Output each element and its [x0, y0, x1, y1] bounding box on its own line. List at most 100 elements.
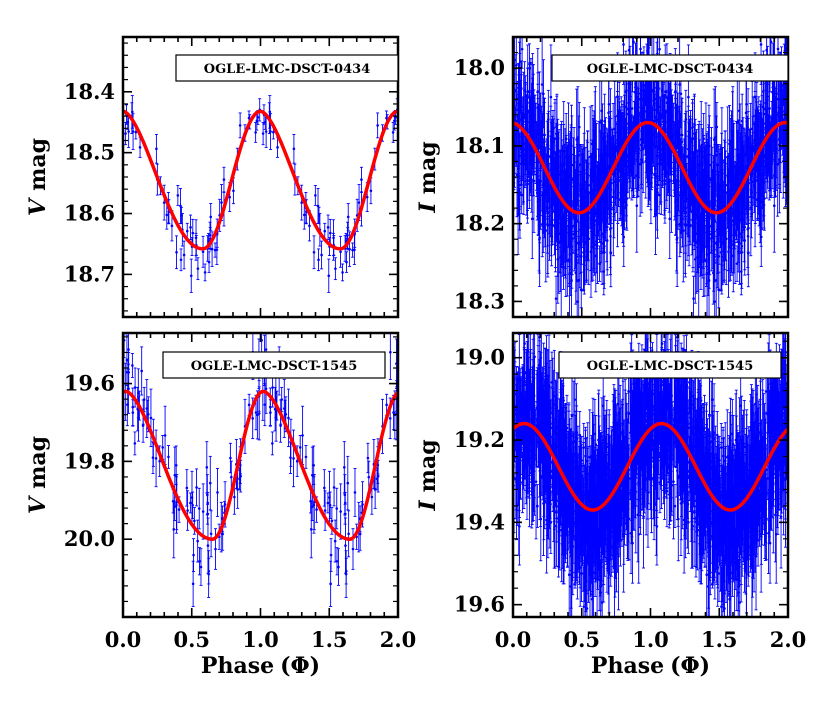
data-point	[191, 560, 195, 607]
data-point	[179, 248, 183, 272]
data-point	[756, 179, 760, 220]
data-point	[668, 397, 672, 482]
data-point	[521, 96, 525, 203]
data-point	[517, 400, 521, 512]
data-point	[189, 214, 193, 241]
data-point	[342, 441, 346, 494]
data-point	[140, 346, 144, 396]
y-axis-label: Vmag	[25, 138, 51, 216]
data-point	[199, 548, 203, 586]
data-point	[622, 508, 626, 565]
data-point	[343, 491, 347, 514]
data-point	[173, 492, 177, 521]
data-point	[696, 209, 700, 274]
data-point	[778, 406, 782, 510]
data-point	[519, 74, 523, 165]
data-point	[657, 175, 661, 215]
data-point	[687, 130, 691, 186]
data-point	[755, 444, 759, 531]
data-point	[738, 103, 742, 173]
data-point	[612, 384, 616, 506]
data-point	[292, 133, 296, 164]
data-point	[777, 130, 781, 189]
data-point	[203, 263, 207, 282]
data-point	[701, 402, 705, 473]
data-point	[703, 146, 707, 227]
data-point	[774, 87, 778, 142]
data-point	[261, 121, 265, 146]
data-point	[124, 121, 128, 146]
data-point	[176, 185, 180, 206]
data-point	[749, 384, 753, 506]
data-point	[607, 528, 611, 617]
data-point	[335, 487, 339, 530]
legend-box	[175, 54, 399, 82]
data-point	[711, 241, 715, 305]
data-point	[749, 102, 753, 198]
data-point	[566, 102, 570, 189]
data-point	[317, 248, 321, 272]
x-axis-label: Phase (Φ)	[201, 653, 320, 679]
data-point	[601, 103, 605, 173]
data-point	[543, 390, 547, 476]
data-point	[739, 500, 743, 603]
data-point	[558, 209, 562, 274]
y-tick-label: 19.4	[454, 509, 505, 534]
data-point	[645, 100, 649, 155]
data-point	[154, 133, 158, 164]
fit-curve	[123, 389, 398, 541]
data-point	[524, 413, 528, 505]
data-point	[739, 247, 743, 296]
data-point	[130, 353, 134, 378]
data-point	[312, 235, 316, 270]
data-point	[685, 188, 689, 261]
data-point	[731, 498, 735, 580]
data-point	[539, 120, 543, 212]
data-point	[737, 397, 741, 511]
data-point	[515, 132, 519, 218]
data-point	[595, 445, 599, 560]
data-point	[689, 422, 693, 513]
data-point	[205, 441, 209, 494]
data-point	[366, 442, 370, 474]
legend-box	[162, 351, 386, 379]
panel-0434-v: 18.4 18.5 18.6 18.7 Vmag OGLE-LMC-DSCT-0434	[25, 35, 400, 319]
data-point	[575, 259, 579, 317]
data-point	[643, 383, 647, 478]
y-axis-band: V	[25, 197, 51, 216]
data-point	[707, 240, 711, 317]
data-point	[680, 473, 684, 530]
data-point	[209, 510, 213, 558]
data-point	[593, 498, 597, 580]
data-point	[580, 544, 584, 603]
data-point	[564, 433, 568, 555]
y-tick-label: 18.5	[64, 140, 115, 165]
data-point	[640, 406, 644, 510]
data-point	[784, 333, 788, 383]
y-tick-label: 19.2	[454, 427, 505, 452]
data-point	[174, 476, 178, 534]
y-tick-label: 18.1	[454, 133, 505, 158]
data-point	[336, 548, 340, 586]
data-point	[254, 121, 258, 143]
observations	[513, 333, 788, 617]
data-point	[201, 483, 205, 540]
data-point	[238, 112, 242, 139]
x-axis-word: Phase	[201, 653, 274, 679]
y-axis-unit: mag	[25, 138, 51, 191]
data-point	[346, 455, 350, 511]
data-point	[195, 468, 199, 507]
data-point	[737, 503, 741, 553]
data-point	[619, 96, 623, 190]
data-point	[740, 203, 744, 289]
data-point	[746, 443, 750, 561]
data-point	[720, 510, 724, 591]
data-point	[659, 96, 663, 203]
data-point	[603, 435, 607, 506]
data-point	[215, 467, 219, 517]
data-point	[692, 458, 696, 567]
y-axis-unit: mag	[415, 439, 441, 492]
data-point	[710, 127, 714, 233]
y-tick-label: 19.0	[454, 345, 505, 370]
